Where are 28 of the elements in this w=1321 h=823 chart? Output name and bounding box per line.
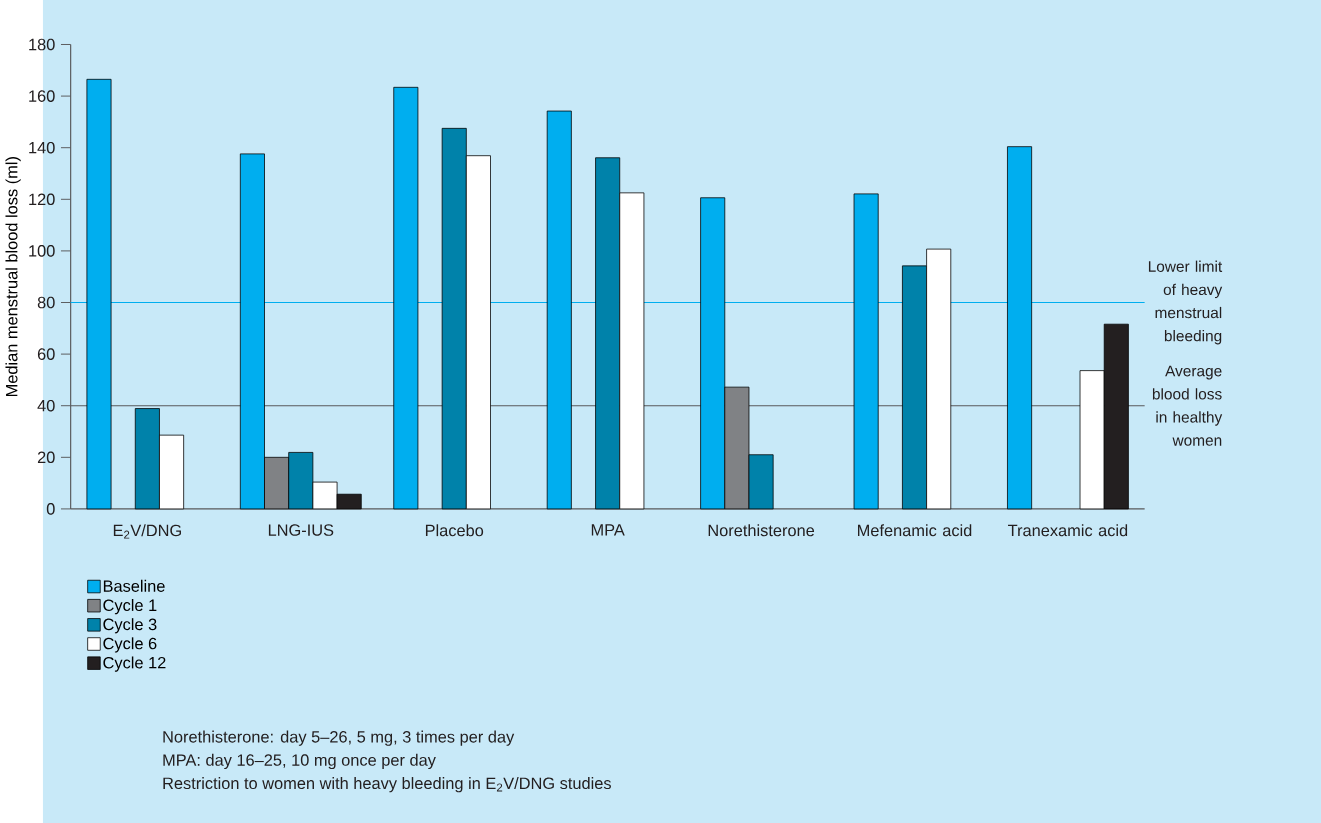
- y-tick-label: 180: [29, 38, 55, 51]
- y-tick-label: 0: [46, 502, 55, 515]
- ref-line-label: Average blood loss in healthy women: [1152, 365, 1223, 446]
- y-tick-label: 100: [29, 244, 55, 257]
- y-tick-label: 120: [29, 193, 55, 205]
- legend-label: Cycle 12: [103, 656, 166, 672]
- y-tick-label: 60: [37, 348, 55, 360]
- legend-label: Cycle 6: [103, 637, 157, 653]
- legend-label: Baseline: [103, 579, 165, 592]
- x-tick-label: MPA: [591, 524, 625, 536]
- text: MPA: day 16–25, 10 mg once per day: [163, 753, 436, 769]
- y-tick-label: 80: [37, 296, 55, 309]
- legend-label: Cycle 1: [103, 598, 157, 615]
- text: Restriction to women with heavy bleeding in E$_{2}$V/DNG studies: [163, 776, 611, 793]
- x-tick-label: LNG-IUS: [268, 524, 334, 536]
- x-tick-label: Placebo: [425, 524, 484, 537]
- y-tick-label: 160: [29, 90, 55, 102]
- y-tick-label: 20: [37, 451, 55, 463]
- ref-line-label: Lower limit of heavy menstrual bleeding: [1148, 260, 1223, 345]
- text: Norethisterone: day 5–26, 5 mg, 3 times per day: [163, 730, 515, 746]
- y-tick-label: 40: [37, 399, 55, 412]
- y-axis-title: Median menstrual blood loss (ml): [5, 156, 21, 396]
- x-tick-label: Mefenamic acid: [858, 524, 972, 537]
- y-tick-label: 140: [29, 141, 55, 154]
- x-tick-label: Tranexamic acid: [1008, 524, 1128, 537]
- x-tick-label: Norethisterone: [708, 524, 815, 537]
- x-tick-label: E$_{2}$V/DNG: [113, 524, 181, 539]
- legend-label: Cycle 3: [103, 617, 157, 634]
